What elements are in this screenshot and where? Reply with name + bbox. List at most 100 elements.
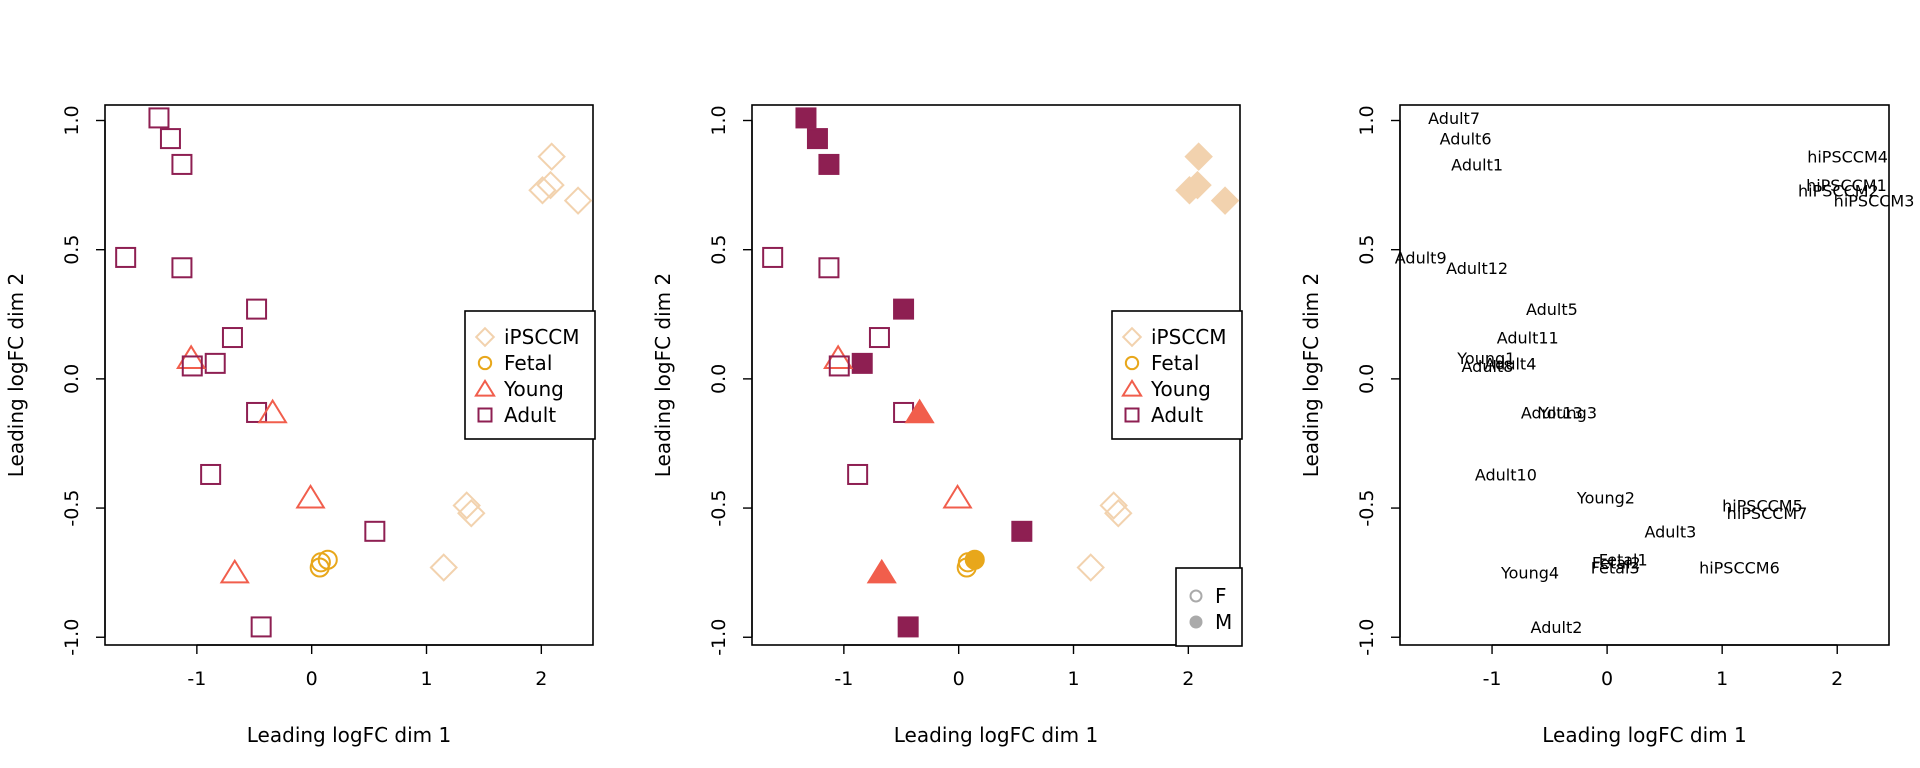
label-hipsccm5: hiPSCCM5 bbox=[1722, 496, 1803, 515]
label-adult6: Adult6 bbox=[1440, 130, 1492, 149]
point-young4 bbox=[219, 558, 250, 584]
point-adult3 bbox=[1011, 520, 1033, 542]
point-hipsccm5 bbox=[452, 491, 481, 520]
point-fetal3 bbox=[309, 557, 330, 578]
point-adult2 bbox=[897, 616, 919, 638]
label-adult2: Adult2 bbox=[1531, 618, 1583, 637]
y-axis-title: Leading logFC dim 2 bbox=[4, 273, 28, 477]
point-adult4 bbox=[204, 352, 226, 374]
x-axis: -1 0 1 2 bbox=[834, 644, 1194, 690]
x-tick-label: 0 bbox=[953, 668, 965, 690]
legend-circle-icon bbox=[1124, 355, 1140, 371]
point-adult6 bbox=[159, 128, 181, 150]
legend-label: iPSCCM bbox=[1151, 325, 1227, 349]
legend-label: Young bbox=[1150, 377, 1211, 401]
y-axis-title: Leading logFC dim 2 bbox=[651, 273, 675, 477]
legend-label: iPSCCM bbox=[504, 325, 580, 349]
label-adult12: Adult12 bbox=[1446, 259, 1508, 278]
y-axis: -1.0 -0.5 0.0 0.5 1.0 bbox=[61, 105, 106, 656]
point-adult7 bbox=[148, 107, 170, 129]
y-tick-label: 1.0 bbox=[708, 105, 730, 135]
point-hipsccm7 bbox=[1104, 498, 1133, 528]
x-tick-label: 1 bbox=[1067, 668, 1079, 690]
point-hipsccm3 bbox=[1210, 186, 1240, 215]
label-adult10: Adult10 bbox=[1475, 465, 1537, 484]
y-tick-label: -1.0 bbox=[708, 619, 730, 656]
y-tick-label: -0.5 bbox=[708, 490, 730, 527]
x-tick-label: 0 bbox=[1601, 668, 1613, 690]
x-axis-title: Leading logFC dim 1 bbox=[1542, 723, 1746, 747]
point-adult13 bbox=[246, 401, 268, 423]
legend-sex: FM bbox=[1175, 567, 1243, 647]
legend-item-ipsccm: iPSCCM bbox=[1121, 325, 1227, 349]
legend-sex-box bbox=[1175, 567, 1243, 647]
legend-label: Adult bbox=[504, 403, 556, 427]
label-hipsccm4: hiPSCCM4 bbox=[1807, 148, 1888, 167]
legend-diamond-icon bbox=[474, 326, 496, 348]
y-tick-label: 0.5 bbox=[708, 235, 730, 265]
point-adult2 bbox=[250, 616, 272, 638]
x-axis: -1 0 1 2 bbox=[187, 644, 547, 690]
x-tick-label: 0 bbox=[306, 668, 318, 690]
panel-2: -1 0 1 2 Leading logFC dim 1 -1.0 -0.5 0.0 0.5 1.… bbox=[651, 104, 1243, 747]
y-tick-label: 1.0 bbox=[61, 105, 83, 135]
x-tick-label: -1 bbox=[187, 668, 206, 690]
y-tick-label: 0.0 bbox=[61, 364, 83, 394]
label-young1: Young1 bbox=[1456, 349, 1515, 368]
point-young3 bbox=[257, 398, 288, 424]
point-adult8 bbox=[828, 355, 850, 377]
data-points bbox=[762, 107, 1240, 638]
point-adult1 bbox=[171, 153, 193, 175]
panel-3: -1 0 1 2 Leading logFC dim 1 -1.0 -0.5 0.0 0.5 1.… bbox=[1299, 104, 1915, 747]
data-points bbox=[115, 107, 593, 638]
legend-sex-label: F bbox=[1215, 584, 1227, 608]
x-tick-label: 2 bbox=[1182, 668, 1194, 690]
point-adult4 bbox=[851, 352, 873, 374]
label-young4: Young4 bbox=[1500, 564, 1559, 583]
point-adult5 bbox=[893, 298, 915, 320]
label-adult9: Adult9 bbox=[1395, 248, 1447, 267]
x-tick-label: 1 bbox=[420, 668, 432, 690]
point-adult3 bbox=[364, 520, 386, 542]
x-tick-label: 2 bbox=[535, 668, 547, 690]
y-tick-label: 0.5 bbox=[1356, 235, 1378, 265]
point-adult8 bbox=[181, 355, 203, 377]
y-tick-label: -0.5 bbox=[61, 490, 83, 527]
point-hipsccm2 bbox=[528, 176, 557, 205]
label-fetal2: Fetal2 bbox=[1592, 553, 1641, 572]
legend-item-fetal: Fetal bbox=[477, 351, 552, 375]
legend-label: Fetal bbox=[504, 351, 552, 375]
y-tick-label: 0.0 bbox=[708, 364, 730, 394]
x-tick-label: 1 bbox=[1716, 668, 1728, 690]
point-fetal3 bbox=[956, 557, 977, 578]
label-adult8: Adult8 bbox=[1462, 357, 1514, 376]
point-hipsccm1 bbox=[536, 170, 565, 200]
y-tick-label: -0.5 bbox=[1356, 490, 1378, 527]
x-axis-title: Leading logFC dim 1 bbox=[894, 723, 1098, 747]
point-hipsccm6 bbox=[1076, 553, 1105, 582]
point-adult1 bbox=[818, 153, 840, 175]
y-axis: -1.0 -0.5 0.0 0.5 1.0 bbox=[1356, 105, 1401, 656]
point-adult6 bbox=[806, 128, 828, 150]
label-adult7: Adult7 bbox=[1428, 109, 1480, 128]
legend-label: Young bbox=[503, 377, 564, 401]
y-tick-label: -1.0 bbox=[61, 619, 83, 656]
label-adult11: Adult11 bbox=[1497, 329, 1559, 348]
point-hipsccm4 bbox=[1184, 142, 1213, 171]
y-axis: -1.0 -0.5 0.0 0.5 1.0 bbox=[708, 105, 753, 656]
legend-box bbox=[1111, 310, 1243, 440]
legend-square-icon bbox=[477, 407, 493, 423]
label-young3: Young3 bbox=[1538, 403, 1597, 422]
label-adult1: Adult1 bbox=[1451, 155, 1503, 174]
point-hipsccm7 bbox=[457, 498, 486, 528]
legend-sex-item-m: M bbox=[1189, 610, 1232, 634]
legend-item-ipsccm: iPSCCM bbox=[474, 325, 580, 349]
point-adult9 bbox=[762, 246, 784, 268]
legend-circle-icon bbox=[477, 355, 493, 371]
y-tick-label: -1.0 bbox=[1356, 619, 1378, 656]
point-adult9 bbox=[115, 246, 137, 268]
